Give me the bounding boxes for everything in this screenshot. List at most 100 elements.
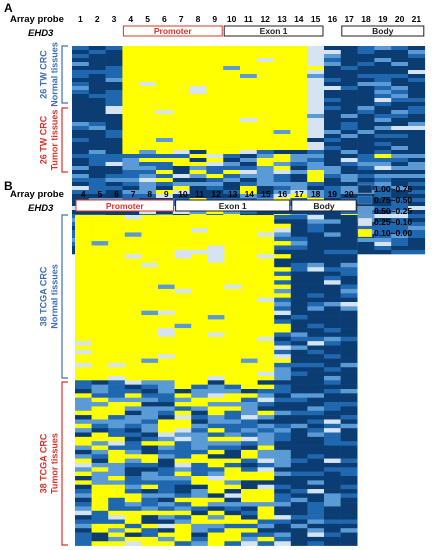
heatmap-cell [324, 236, 341, 242]
heatmap-cell [340, 254, 358, 259]
heatmap-cell [408, 82, 426, 87]
heatmap-cell [206, 98, 224, 103]
heatmap-cell [324, 345, 341, 351]
heatmap-cell [290, 419, 308, 425]
heatmap-cell [91, 336, 109, 342]
group-label-line: 38 TCGA CRC [39, 266, 49, 326]
heatmap-cell [88, 114, 106, 119]
heatmap-cell [307, 515, 325, 520]
heatmap-cell [374, 58, 392, 63]
heatmap-cell [172, 138, 190, 143]
probe-tick-label: 17 [344, 14, 354, 24]
heatmap-cell [174, 319, 192, 325]
heatmap-cell [408, 58, 426, 63]
heatmap-cell [408, 210, 426, 215]
heatmap-cell [240, 46, 258, 51]
heatmap-cell [408, 126, 426, 131]
heatmap-cell [340, 150, 358, 155]
heatmap-cell [91, 502, 109, 507]
group-label: 38 TCGA CRC Normal tissues [39, 264, 60, 329]
group-label-line: Tumor tissues [50, 433, 60, 494]
heatmap-cell [174, 449, 192, 455]
heatmap-cell [274, 232, 292, 238]
heatmap-cell [172, 58, 190, 63]
heatmap-cell [324, 410, 341, 416]
heatmap-cell [88, 70, 106, 75]
heatmap-cell [307, 341, 325, 346]
heatmap-cell [340, 241, 358, 246]
heatmap-cell [206, 102, 224, 107]
heatmap-cell [340, 262, 358, 268]
heatmap-cell [241, 215, 258, 220]
heatmap-cell [105, 70, 123, 75]
heatmap-cell [105, 126, 123, 131]
heatmap-cell [340, 114, 358, 119]
heatmap-cell [189, 94, 207, 99]
heatmap-cell [257, 489, 275, 494]
heatmap-cell [207, 471, 225, 477]
legend-label: 0.50~0.25 [374, 206, 412, 216]
heatmap-cell [307, 532, 325, 538]
heatmap-cell [141, 445, 159, 451]
heatmap-cell [72, 162, 90, 167]
heatmap-cell [124, 345, 142, 351]
heatmap-cell [408, 62, 426, 67]
heatmap-cell [224, 471, 242, 477]
heatmap-cell [307, 467, 325, 472]
heatmap-cell [108, 393, 126, 398]
heatmap-cell [290, 98, 308, 103]
heatmap-cell [391, 90, 409, 95]
heatmap-cell [174, 406, 192, 412]
heatmap-cell [158, 375, 175, 381]
heatmap-cell [105, 146, 123, 151]
heatmap-cell [290, 449, 308, 455]
heatmap-cell [274, 375, 292, 381]
heatmap-cell [274, 454, 292, 459]
heatmap-cell [274, 380, 292, 385]
heatmap-cell [122, 66, 140, 71]
heatmap-cell [340, 319, 358, 325]
heatmap-cell [391, 58, 409, 63]
heatmap-cell [324, 58, 342, 63]
heatmap-cell [257, 258, 275, 264]
heatmap-cell [374, 146, 392, 151]
heatmap-cell [340, 489, 358, 494]
heatmap-cell [241, 280, 258, 285]
heatmap-cell [141, 423, 159, 429]
heatmap-cell [307, 86, 325, 91]
heatmap-cell [72, 58, 90, 63]
heatmap-cell [257, 297, 275, 303]
heatmap-cell [290, 280, 308, 285]
heatmap-cell [257, 245, 275, 251]
heatmap-cell [324, 476, 341, 481]
heatmap-cell [139, 110, 157, 115]
heatmap-cell [156, 142, 174, 147]
heatmap-cell [91, 271, 109, 277]
heatmap-cell [141, 480, 159, 485]
heatmap-cell [340, 362, 358, 368]
heatmap-cell [139, 154, 157, 159]
heatmap-cell [257, 380, 275, 385]
heatmap-cell [273, 190, 291, 195]
heatmap-cell [224, 349, 242, 355]
heatmap-cell [72, 126, 90, 131]
probe-tick-label: 17 [294, 189, 304, 199]
heatmap-cell [290, 480, 308, 485]
heatmap-cell [324, 258, 341, 264]
heatmap-cell [408, 86, 426, 91]
gene-label: EHD3 [28, 28, 54, 39]
heatmap-cell [223, 54, 241, 59]
heatmap-cell [324, 323, 341, 329]
heatmap-cell [124, 423, 142, 429]
heatmap-cell [307, 397, 325, 403]
heatmap-cell [391, 142, 409, 147]
probe-tick-label: 5 [145, 14, 150, 24]
heatmap-cell [122, 158, 140, 163]
heatmap-cell [207, 358, 225, 364]
heatmap-cell [273, 82, 291, 87]
heatmap-cell [124, 262, 142, 268]
heatmap-cell [290, 114, 308, 119]
heatmap-cell [290, 122, 308, 127]
heatmap-cell [241, 345, 258, 351]
heatmap-cell [206, 178, 224, 183]
